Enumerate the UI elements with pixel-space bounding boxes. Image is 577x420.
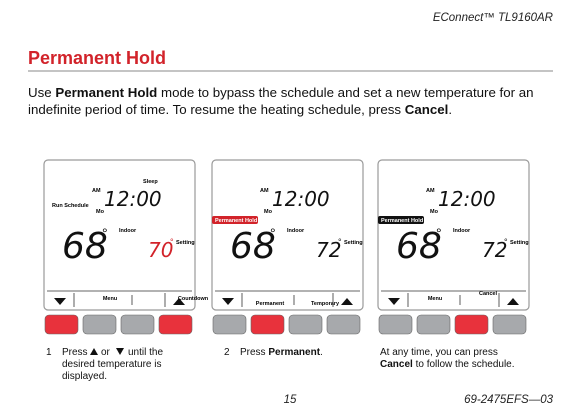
indoor-degree: ° — [270, 225, 276, 241]
setting-label: Setting — [176, 240, 195, 246]
set-degree: ° — [504, 237, 508, 247]
thermostat-button — [492, 314, 527, 335]
intro-line: Use Permanent Hold mode to bypass the sc… — [28, 85, 534, 100]
indoor-temperature: 68 — [62, 226, 108, 267]
up-key-arrow — [341, 298, 353, 305]
caption-text: displayed. — [62, 371, 107, 382]
thermostat-button — [158, 314, 193, 335]
down-key-arrow — [54, 298, 66, 305]
indoor-label: Indoor — [453, 228, 471, 234]
day-label: Mo — [96, 209, 105, 215]
intro-line: indefinite period of time. To resume the… — [28, 102, 452, 117]
caption-text: to follow the schedule. — [413, 359, 515, 370]
intro-text: mode to bypass the schedule and set a ne… — [157, 85, 533, 100]
softkey-label: Permanent — [256, 301, 285, 307]
thermostat-button — [288, 314, 323, 335]
sleep-label: Sleep — [143, 179, 158, 185]
am-label: AM — [426, 188, 435, 194]
thermostat-button — [378, 314, 413, 335]
thermostat-button — [326, 314, 361, 335]
mode-badge — [378, 216, 424, 224]
caption-text: . — [320, 347, 323, 358]
setting-label: Setting — [344, 240, 363, 246]
page-number: 15 — [284, 394, 297, 406]
intro-text: Use — [28, 85, 55, 100]
down-key-arrow — [222, 298, 234, 305]
caption-text: until the — [128, 347, 163, 358]
caption-text: or — [101, 347, 111, 358]
thermostat-button — [250, 314, 285, 335]
clock-time: 12:00 — [104, 187, 162, 211]
set-degree: ° — [338, 237, 342, 247]
thermostat-screen — [43, 159, 196, 311]
caption-text: Press — [62, 347, 90, 358]
mode-badge — [212, 216, 258, 224]
thermostat-button — [44, 314, 79, 335]
intro-bold: Permanent Hold — [55, 85, 157, 100]
day-label: Mo — [430, 209, 439, 215]
set-temperature: 72 — [482, 238, 507, 262]
thermostat-button — [212, 314, 247, 335]
intro-text: indefinite period of time. To resume the… — [28, 102, 405, 117]
clock-time: 12:00 — [272, 187, 330, 211]
clock-time: 12:00 — [438, 187, 496, 211]
indoor-degree: ° — [436, 225, 442, 241]
softkey-label: Menu — [103, 296, 117, 302]
page-title: Permanent Hold — [28, 48, 166, 68]
caption-text: Press Permanent. — [240, 347, 323, 358]
header-product: EConnect™ TL9160AR — [433, 12, 553, 24]
thermostat-button — [120, 314, 155, 335]
caption-bold: Cancel — [380, 359, 413, 370]
intro-text: . — [448, 102, 452, 117]
indoor-degree: ° — [102, 225, 108, 241]
intro-bold: Cancel — [405, 102, 449, 117]
am-label: AM — [92, 188, 101, 194]
thermostat-screen — [377, 159, 530, 311]
up-key-arrow — [507, 298, 519, 305]
caption-text: desired temperature is — [62, 359, 162, 370]
indoor-label: Indoor — [119, 228, 137, 234]
thermostat-button — [82, 314, 117, 335]
am-label: AM — [260, 188, 269, 194]
mode-label: Permanent Hold — [381, 218, 423, 224]
caption-bold: Permanent — [268, 347, 320, 358]
thermostat-button — [416, 314, 451, 335]
indoor-temperature: 68 — [396, 226, 442, 267]
mode-label: Permanent Hold — [215, 218, 257, 224]
step-number: 1 — [46, 347, 52, 358]
step-number: 2 — [224, 347, 230, 358]
mode-label: Run Schedule — [52, 203, 89, 209]
set-degree: ° — [170, 237, 174, 247]
thermostat-button — [454, 314, 489, 335]
up-arrow-icon — [90, 348, 98, 355]
doc-number: 69-2475EFS—03 — [464, 394, 553, 406]
day-label: Mo — [264, 209, 273, 215]
softkey-label: Temporary — [311, 301, 340, 307]
softkey-label: Cancel — [479, 291, 498, 297]
caption-text: Cancel to follow the schedule. — [380, 359, 515, 370]
softkey-label: Menu — [428, 296, 442, 302]
set-temperature: 72 — [316, 238, 341, 262]
softkey-label: Countdown — [178, 296, 209, 302]
thermostat-screen — [211, 159, 364, 311]
indoor-label: Indoor — [287, 228, 305, 234]
down-key-arrow — [388, 298, 400, 305]
indoor-temperature: 68 — [230, 226, 276, 267]
up-key-arrow — [173, 298, 185, 305]
caption-text: Press — [240, 347, 268, 358]
caption-text: At any time, you can press — [380, 347, 498, 358]
setting-label: Setting — [510, 240, 529, 246]
down-arrow-icon — [116, 348, 124, 355]
set-temperature: 70 — [148, 238, 173, 262]
